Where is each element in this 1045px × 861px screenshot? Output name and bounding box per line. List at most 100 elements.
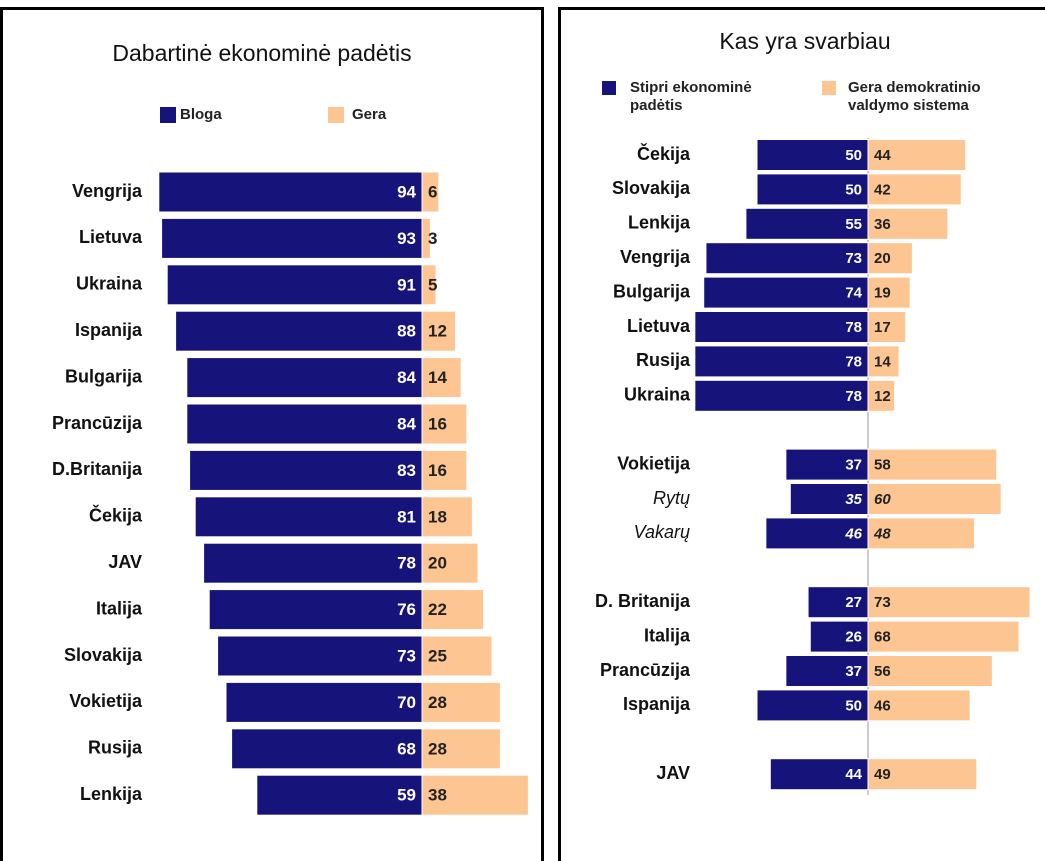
category-label: JAV [656,763,690,783]
category-label: D.Britanija [52,459,143,479]
category-label: Lietuva [627,316,691,336]
bar [166,264,423,306]
bar [765,517,869,550]
bar [789,483,869,515]
bar [421,310,457,352]
value-label: 20 [428,554,447,573]
bar [421,589,485,631]
value-label: 18 [428,507,447,526]
bar [867,586,1031,619]
value-label: 50 [845,697,862,714]
category-label: Italija [644,625,691,645]
value-label: 73 [397,646,416,665]
bar [867,448,998,481]
value-label: 50 [845,147,862,164]
bar [194,496,423,538]
value-label: 20 [874,250,891,267]
legend-swatch [822,81,836,95]
bar [785,655,869,687]
category-label: Rusija [636,350,691,370]
value-label: 84 [397,368,416,387]
legend-label: Bloga [180,106,222,123]
category-label: Ukraina [76,274,143,294]
category-label: Vengrija [72,181,143,201]
legend-swatch [602,81,616,95]
bar [421,171,440,213]
value-label: 14 [874,353,891,370]
value-label: 25 [428,646,447,665]
bar [867,655,993,687]
category-label: Prancūzija [600,660,691,680]
value-label: 78 [397,554,416,573]
value-label: 38 [428,786,447,805]
category-label: Slovakija [612,178,691,198]
panel-right [558,7,1045,861]
bar [186,403,423,445]
category-label: Čekija [637,143,691,164]
value-label: 55 [845,216,862,233]
bar [867,483,1002,515]
value-label: 16 [428,461,447,480]
panel-left [0,7,544,861]
value-label: 78 [845,319,862,336]
value-label: 27 [845,594,862,611]
bar [421,496,473,538]
category-label: Ispanija [623,694,691,714]
category-label: Čekija [89,505,143,526]
bar [867,311,907,343]
value-label: 83 [397,461,416,480]
bar [186,357,423,399]
bar [867,173,962,206]
value-label: 81 [397,507,416,526]
value-label: 44 [874,147,891,164]
value-label: 6 [428,182,437,201]
bar [217,635,423,677]
value-label: 28 [428,739,447,758]
category-label: Vokietija [617,453,691,473]
bar [421,635,493,677]
bar [756,173,869,206]
value-label: 5 [428,275,437,294]
value-label: 78 [845,353,862,370]
bar [809,620,869,653]
value-label: 74 [845,285,862,302]
value-label: 73 [845,250,862,267]
bar [745,207,869,240]
bar [807,586,869,619]
legend-label: Gera [352,106,387,123]
category-label: Lietuva [79,227,143,247]
value-label: 35 [845,491,862,508]
value-label: 12 [428,322,447,341]
value-label: 42 [874,181,891,198]
bar [756,689,869,722]
value-label: 94 [397,182,416,201]
value-label: 48 [873,525,891,542]
value-label: 46 [844,525,862,542]
bar [867,517,976,550]
bar [867,379,896,412]
legend-swatch [160,107,176,123]
category-label: Bulgarija [65,366,143,386]
value-label: 88 [397,322,416,341]
bar [161,217,423,259]
bar [225,681,423,723]
category-label: Slovakija [64,645,143,665]
value-label: 70 [397,693,416,712]
bar [867,620,1020,653]
bar [867,345,900,378]
value-label: 22 [428,600,447,619]
category-label: Italija [96,598,143,618]
value-label: 37 [845,457,862,474]
bar [867,276,911,309]
value-label: 76 [397,600,416,619]
chart-title: Dabartinė ekonominė padėtis [112,40,411,66]
bar [256,774,423,816]
bar [694,345,869,378]
bar [705,242,869,275]
legend-swatch [328,107,344,123]
value-label: 59 [397,786,416,805]
bar [703,276,869,309]
bar [694,311,869,343]
bar [867,139,967,171]
